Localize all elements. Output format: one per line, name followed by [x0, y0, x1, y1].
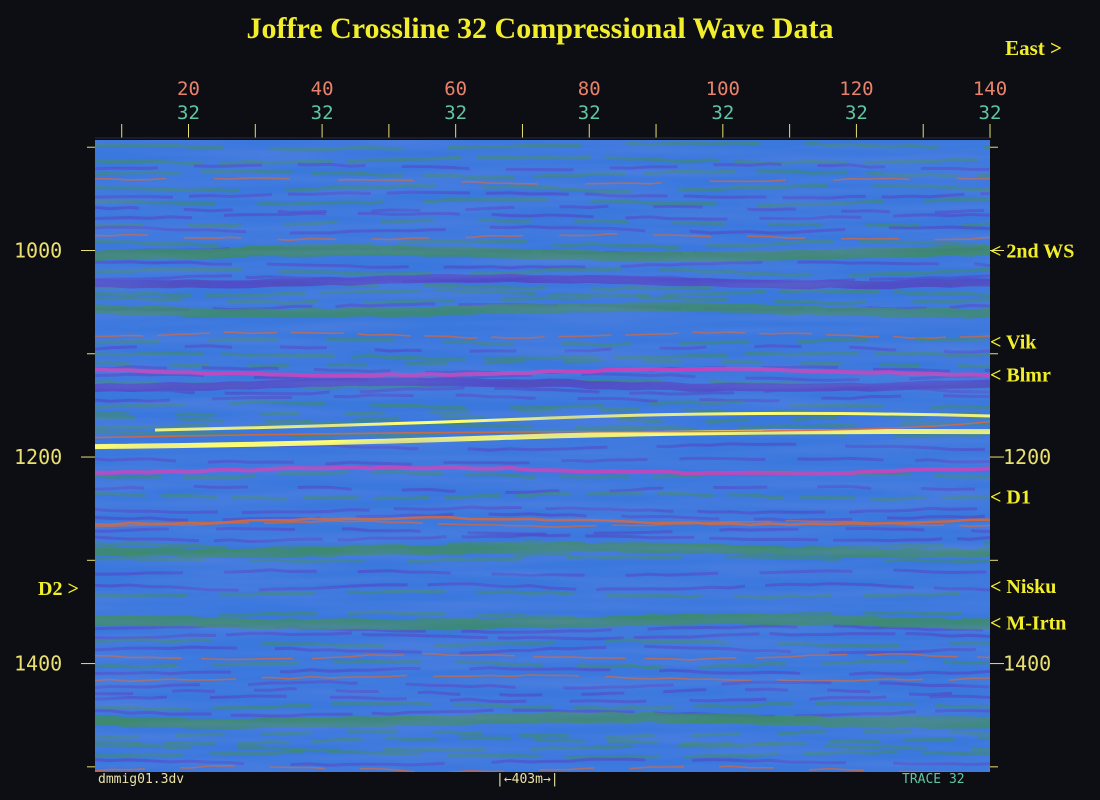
horizon-label: < M-Irtn — [990, 612, 1066, 634]
time-label-left: 1000 — [14, 238, 62, 262]
figure-title: Joffre Crossline 32 Compressional Wave D… — [246, 12, 834, 45]
time-label-left: 1400 — [14, 652, 62, 676]
crossline-number-label: 32 — [177, 102, 200, 124]
trace-number-label: 40 — [311, 78, 334, 100]
time-label-right: 1200 — [1003, 445, 1051, 469]
crossline-number-label: 32 — [845, 102, 868, 124]
crossline-number-label: 32 — [979, 102, 1002, 124]
crossline-number-label: 32 — [444, 102, 467, 124]
horizon-label: < D1 — [990, 486, 1031, 508]
horizon-label: < Blmr — [990, 364, 1051, 386]
footer-filename: dmmig01.3dv — [98, 772, 185, 787]
footer-trace-label: TRACE 32 — [902, 772, 965, 787]
direction-label: East > — [1005, 36, 1062, 60]
horizon-label: < 2nd WS — [990, 240, 1074, 262]
crossline-number-label: 32 — [311, 102, 334, 124]
horizon-label-left: D2 > — [38, 578, 79, 600]
footer-scale-bar: |←403m→| — [496, 772, 559, 787]
time-label-right: 1400 — [1003, 652, 1051, 676]
horizon-label: < Vik — [990, 331, 1037, 353]
crossline-number-label: 32 — [711, 102, 734, 124]
trace-number-label: 60 — [444, 78, 467, 100]
trace-number-label: 140 — [973, 78, 1007, 100]
time-label-left: 1200 — [14, 445, 62, 469]
trace-number-label: 100 — [706, 78, 740, 100]
crossline-number-label: 32 — [578, 102, 601, 124]
trace-number-label: 120 — [839, 78, 873, 100]
trace-number-label: 80 — [578, 78, 601, 100]
trace-number-label: 20 — [177, 78, 200, 100]
horizon-label: < Nisku — [990, 576, 1056, 598]
seismic-texture — [95, 140, 990, 772]
